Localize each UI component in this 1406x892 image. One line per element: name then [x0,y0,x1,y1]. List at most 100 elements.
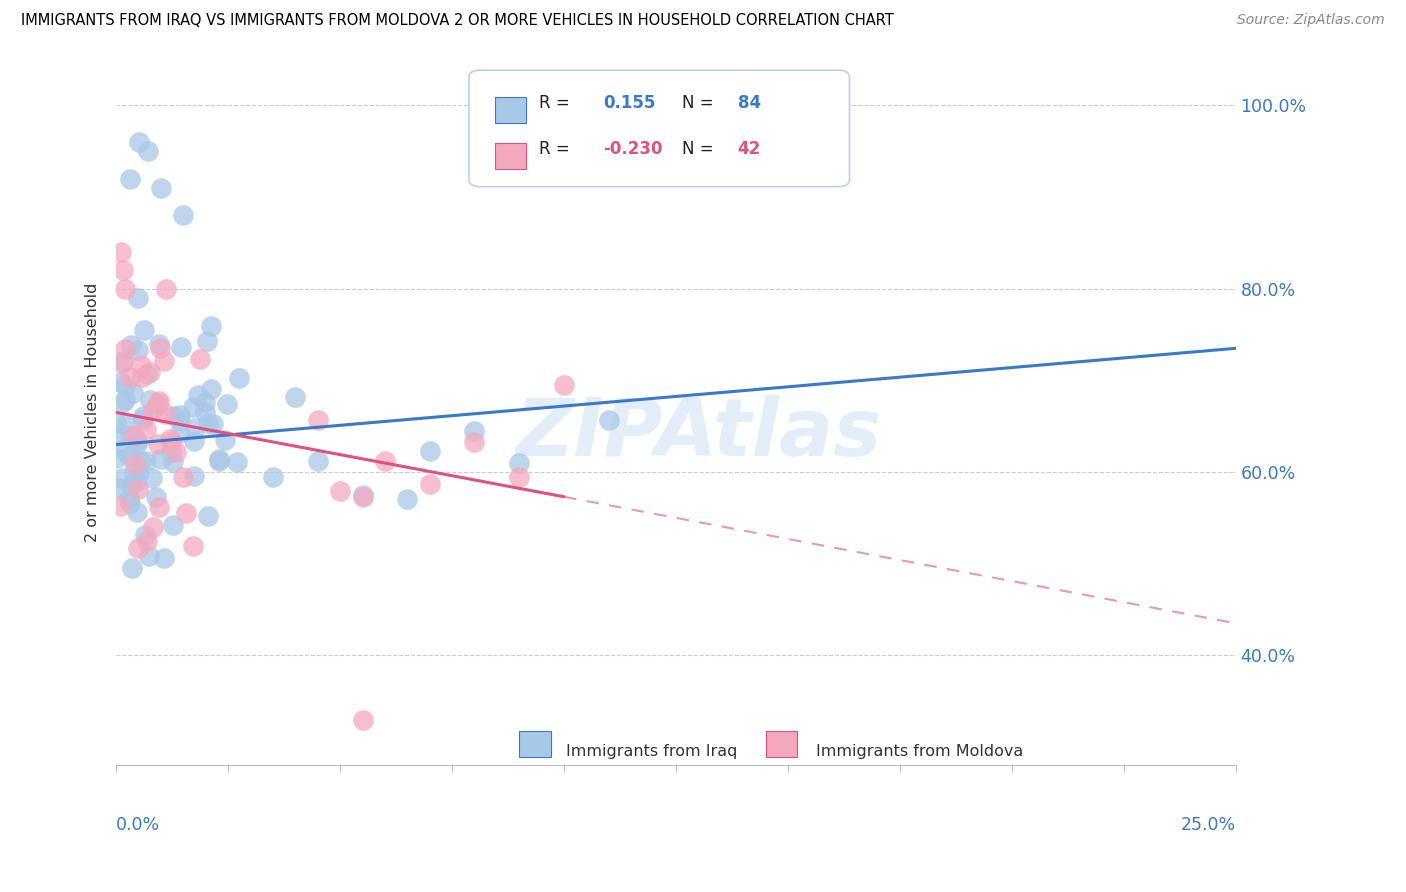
Text: 0.155: 0.155 [603,95,655,112]
Point [114,282,136,296]
Point [131,453,153,467]
Point [200,319,222,334]
Point [184,421,207,435]
Text: N =: N = [682,140,718,158]
Point [463,434,485,449]
Point [120,478,142,492]
Point [142,520,165,534]
Point [160,445,183,459]
Point [118,449,141,463]
Point [107,430,129,444]
Point [146,396,169,410]
Point [153,407,176,421]
Point [111,263,134,277]
Text: 42: 42 [738,140,761,158]
Point [169,408,191,422]
Text: ZIPAtlas: ZIPAtlas [515,394,882,473]
FancyBboxPatch shape [519,731,551,757]
Point [131,369,153,384]
Point [155,282,177,296]
Point [195,334,218,348]
Point [118,491,141,505]
Point [183,434,205,449]
Point [128,135,150,149]
Text: Immigrants from Iraq: Immigrants from Iraq [567,744,738,759]
Point [124,457,146,471]
Point [148,337,170,351]
Point [135,422,157,436]
Point [153,354,176,368]
Point [120,495,142,509]
Point [150,452,173,467]
FancyBboxPatch shape [495,97,526,123]
Point [118,428,141,442]
Point [149,341,172,355]
Point [228,371,250,385]
Point [172,470,194,484]
Point [110,245,132,260]
Point [352,490,374,504]
Point [329,484,352,499]
Point [374,453,396,467]
Point [107,481,129,495]
Point [118,171,141,186]
Point [208,452,231,467]
Point [352,488,374,502]
Text: R =: R = [540,95,575,112]
Point [114,379,136,393]
Text: Source: ZipAtlas.com: Source: ZipAtlas.com [1237,13,1385,28]
Point [163,409,186,423]
Point [136,145,159,159]
Point [214,433,236,447]
Point [128,466,150,480]
Point [396,492,419,507]
Point [197,416,219,430]
Text: -0.230: -0.230 [603,140,662,158]
Point [150,181,173,195]
Point [307,413,329,427]
Y-axis label: 2 or more Vehicles in Household: 2 or more Vehicles in Household [86,283,100,542]
Point [139,365,162,379]
Point [125,505,148,519]
Point [111,356,134,370]
Point [181,539,204,553]
Point [197,508,219,523]
Point [463,425,485,439]
Point [169,426,191,441]
Point [105,451,128,466]
Point [112,442,135,456]
Text: R =: R = [540,140,575,158]
Point [200,382,222,396]
Point [114,342,136,356]
Point [141,471,163,485]
Point [194,405,217,419]
Text: 25.0%: 25.0% [1181,816,1236,834]
Point [162,518,184,533]
Point [162,455,184,469]
Point [138,549,160,563]
Point [142,403,165,417]
Point [419,443,441,458]
Point [159,432,181,446]
Text: Immigrants from Moldova: Immigrants from Moldova [815,744,1024,759]
Point [105,416,128,430]
Point [307,454,329,468]
Point [183,468,205,483]
Point [183,400,205,414]
Point [202,417,225,432]
Point [111,396,134,410]
Point [208,454,231,468]
Point [139,392,162,407]
Point [169,414,191,428]
Point [132,409,155,423]
Point [110,376,132,390]
Point [148,394,170,409]
Point [172,208,194,222]
Point [131,358,153,372]
FancyBboxPatch shape [765,731,797,757]
Point [111,470,134,484]
Point [134,527,156,541]
Point [135,367,157,381]
Point [160,435,183,450]
Point [217,397,239,411]
